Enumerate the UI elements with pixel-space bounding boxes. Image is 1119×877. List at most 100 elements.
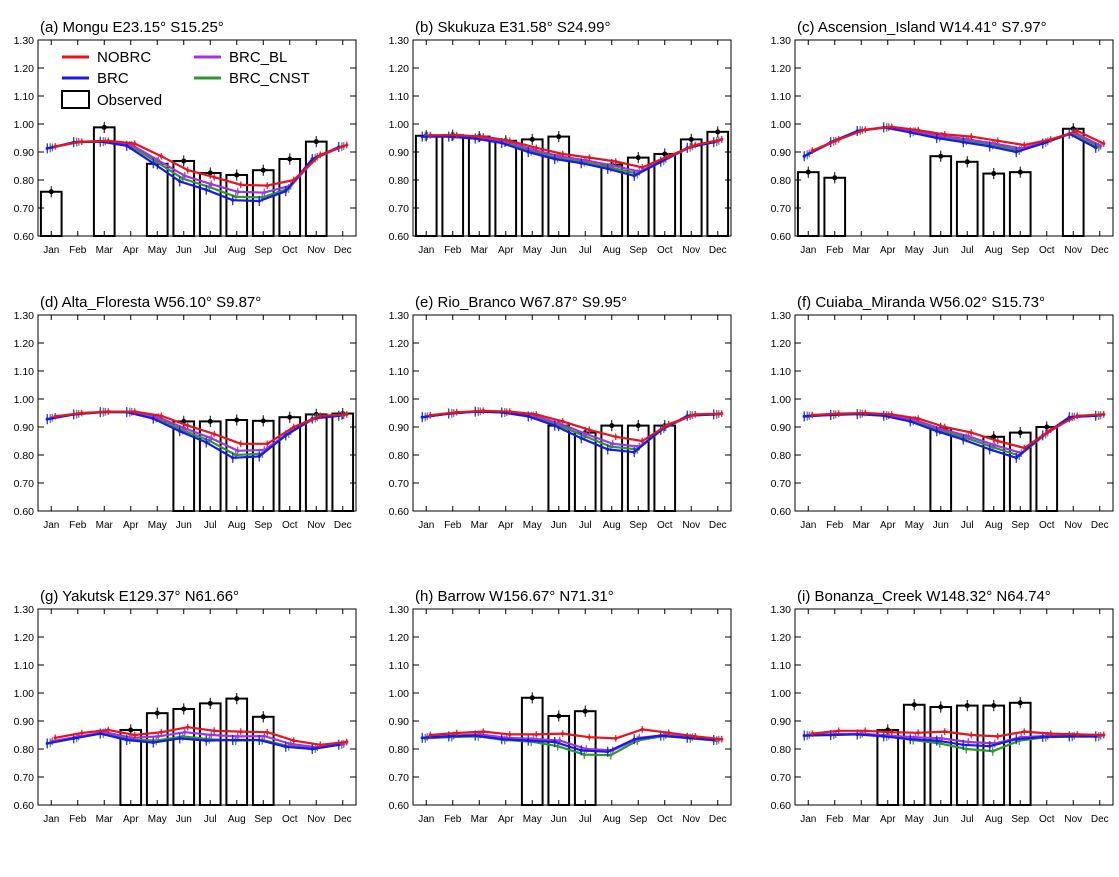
series-point [1075,732,1079,737]
series-point [239,183,243,187]
observed-bar [225,419,249,512]
legend: NOBRC BRC BRC_BL BRC_CNST Observed [61,49,310,109]
x-tick-label: Aug [985,814,1003,825]
y-tick-label: 0.80 [771,744,792,756]
series-point [481,730,485,734]
y-tick-label: 1.00 [389,688,410,700]
series-point [632,737,636,741]
y-tick-label: 1.10 [389,91,410,103]
observed-bar [982,172,1006,237]
observed-point [1070,126,1076,132]
x-tick-label: May [148,814,167,825]
observed-bar [198,702,222,806]
series-point [212,432,216,436]
y-tick-label: 0.90 [14,147,35,159]
x-tick-label: Sep [254,245,272,256]
series-line-brc [804,413,1096,459]
series-point [685,736,689,740]
series-point [310,157,314,161]
series-point [80,140,84,144]
series-line-brc-cnst [425,410,717,451]
series-point [481,135,485,139]
series-line-nobrc [812,411,1104,450]
observed-point [635,155,641,161]
x-tick-label: Nov [307,245,325,256]
series-point [183,174,187,178]
series-point [151,161,155,165]
x-tick-label: Nov [1064,520,1082,531]
plot-frame [794,314,1114,512]
observed-bar [278,158,302,237]
x-tick-label: Dec [334,245,352,256]
x-tick-label: Dec [1091,245,1109,256]
x-tick-label: Feb [444,520,462,531]
y-tick-label: 0.90 [14,716,35,728]
series-point [614,159,618,164]
observed-bar [331,412,355,512]
series-point [579,748,583,753]
series-point [183,426,187,430]
observed-point [1017,700,1023,706]
series-point [1102,733,1106,737]
series-line-brc [804,733,1096,748]
x-tick-label: Nov [1064,245,1082,256]
panel-title: (c) Ascension_Island W14.41° S7.97° [797,19,1047,36]
series-point [863,128,867,132]
observed-point [234,696,240,702]
series-point [257,454,261,458]
y-tick-label: 1.30 [389,310,410,322]
observed-point [313,139,319,145]
observed-bar [573,431,597,513]
series-point [609,753,613,757]
series-line-brc-cnst [425,734,717,757]
series-point [106,728,110,732]
x-tick-label: Mar [853,245,871,256]
series-point [640,165,644,169]
plot-frame [412,39,732,237]
x-tick-label: Jul [579,245,592,256]
series-point [420,415,424,419]
series-point [53,736,57,740]
plot-frame [37,39,357,237]
observed-point [991,703,997,709]
observed-point [287,156,293,162]
series-point [231,456,235,460]
series-point [209,733,213,737]
series-point [1022,730,1026,734]
series-point [863,729,867,733]
series-point [133,733,137,737]
observed-point [260,418,266,424]
series-point [606,447,610,451]
x-tick-label: Jan [418,245,434,256]
series-point [940,134,944,138]
series-point [45,417,49,421]
series-point [693,143,697,147]
series-point [292,178,296,182]
plot-frame [412,608,732,806]
series-point [159,730,163,734]
series-point [234,195,238,199]
series-line-brc [422,135,715,177]
series-point [159,414,163,418]
series-point [178,736,182,740]
x-tick-label: Jan [43,245,59,256]
series-point [239,730,243,734]
y-tick-label: 1.30 [14,604,35,616]
series-point [908,737,912,741]
series-point [447,734,451,739]
series-point [1014,150,1018,154]
series-point [837,411,841,416]
x-tick-label: May [523,520,542,531]
x-tick-label: Apr [880,520,896,531]
x-tick-label: Dec [709,245,727,256]
y-tick-label: 1.00 [14,394,35,406]
series-point [964,747,968,751]
y-tick-label: 1.00 [389,394,410,406]
series-point [943,425,947,429]
observed-bar [304,413,328,512]
series-point [693,412,697,416]
observed-point [938,704,944,710]
series-point [582,434,586,438]
x-tick-label: Apr [498,245,514,256]
